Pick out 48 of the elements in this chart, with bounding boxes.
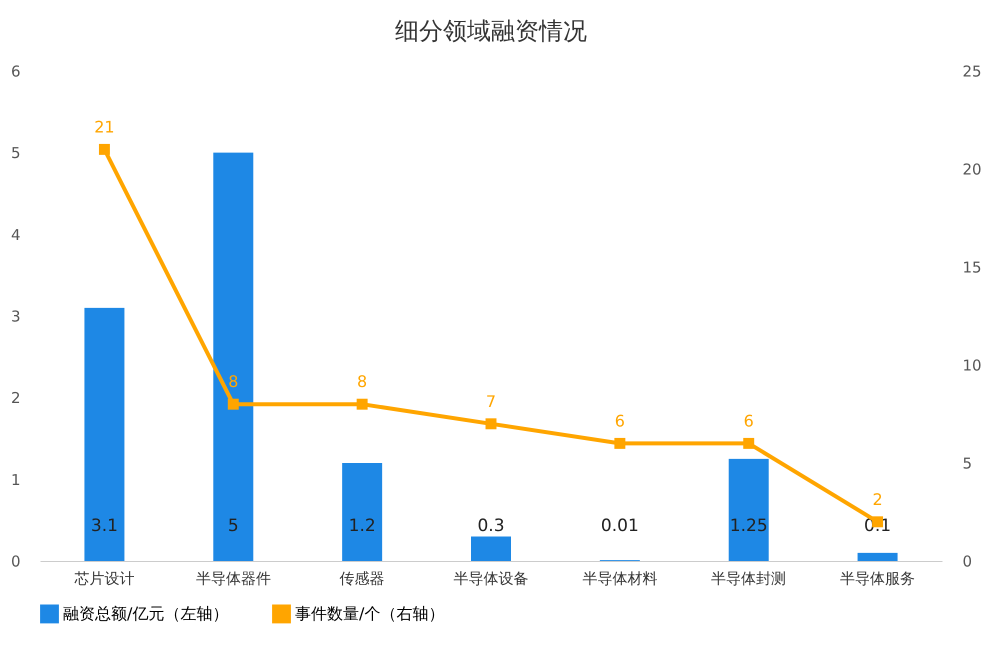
x-tick-label: 半导体封测 xyxy=(711,570,786,588)
bar xyxy=(84,308,124,561)
point xyxy=(614,438,626,449)
bar xyxy=(213,152,254,561)
legend-label: 融资总额/亿元（左轴） xyxy=(63,604,228,623)
data-label: 8 xyxy=(228,372,238,392)
legend-label: 事件数量/个（右轴） xyxy=(295,604,444,623)
point xyxy=(356,398,368,410)
y-tick-label: 5 xyxy=(10,144,20,162)
y-tick-label: 3 xyxy=(10,308,20,326)
y2-tick-label: 15 xyxy=(962,258,982,276)
data-label: 0.01 xyxy=(600,516,639,536)
y-tick-label: 2 xyxy=(10,389,20,408)
chart-title: 细分领域融资情况 xyxy=(395,17,587,45)
data-label: 0.3 xyxy=(477,516,505,536)
data-label: 21 xyxy=(94,117,115,136)
x-tick-label: 芯片设计 xyxy=(73,570,134,588)
point xyxy=(486,418,496,430)
x-tick-label: 传感器 xyxy=(340,570,385,588)
point xyxy=(98,144,110,155)
bar xyxy=(471,536,511,561)
y-tick-label: 4 xyxy=(10,226,20,244)
y-tick-label: 6 xyxy=(10,62,20,80)
data-label: 6 xyxy=(614,411,625,430)
data-label: 7 xyxy=(486,392,496,411)
data-label: 3.1 xyxy=(90,516,118,536)
y2-tick-label: 20 xyxy=(962,160,982,178)
x-tick-label: 半导体设备 xyxy=(454,570,528,588)
y2-tick-label: 0 xyxy=(962,552,972,570)
bar xyxy=(728,458,769,561)
bar xyxy=(858,552,898,561)
y2-tick-label: 10 xyxy=(962,356,982,374)
point xyxy=(228,398,239,410)
data-label: 1.2 xyxy=(348,516,376,536)
data-label: 8 xyxy=(357,372,368,392)
x-tick-label: 半导体服务 xyxy=(840,570,916,588)
x-tick-label: 半导体材料 xyxy=(582,570,658,588)
x-tick-label: 半导体器件 xyxy=(196,570,271,588)
data-label: 6 xyxy=(744,411,754,430)
y2-tick-label: 5 xyxy=(962,454,972,472)
data-label: 5 xyxy=(228,516,239,536)
data-label: 2 xyxy=(872,490,883,509)
y2-tick-label: 25 xyxy=(962,62,982,80)
y-tick-label: 1 xyxy=(10,470,20,489)
point xyxy=(743,438,754,449)
y-tick-label: 0 xyxy=(10,552,20,570)
data-label: 1.25 xyxy=(730,516,768,536)
bar xyxy=(342,463,382,561)
